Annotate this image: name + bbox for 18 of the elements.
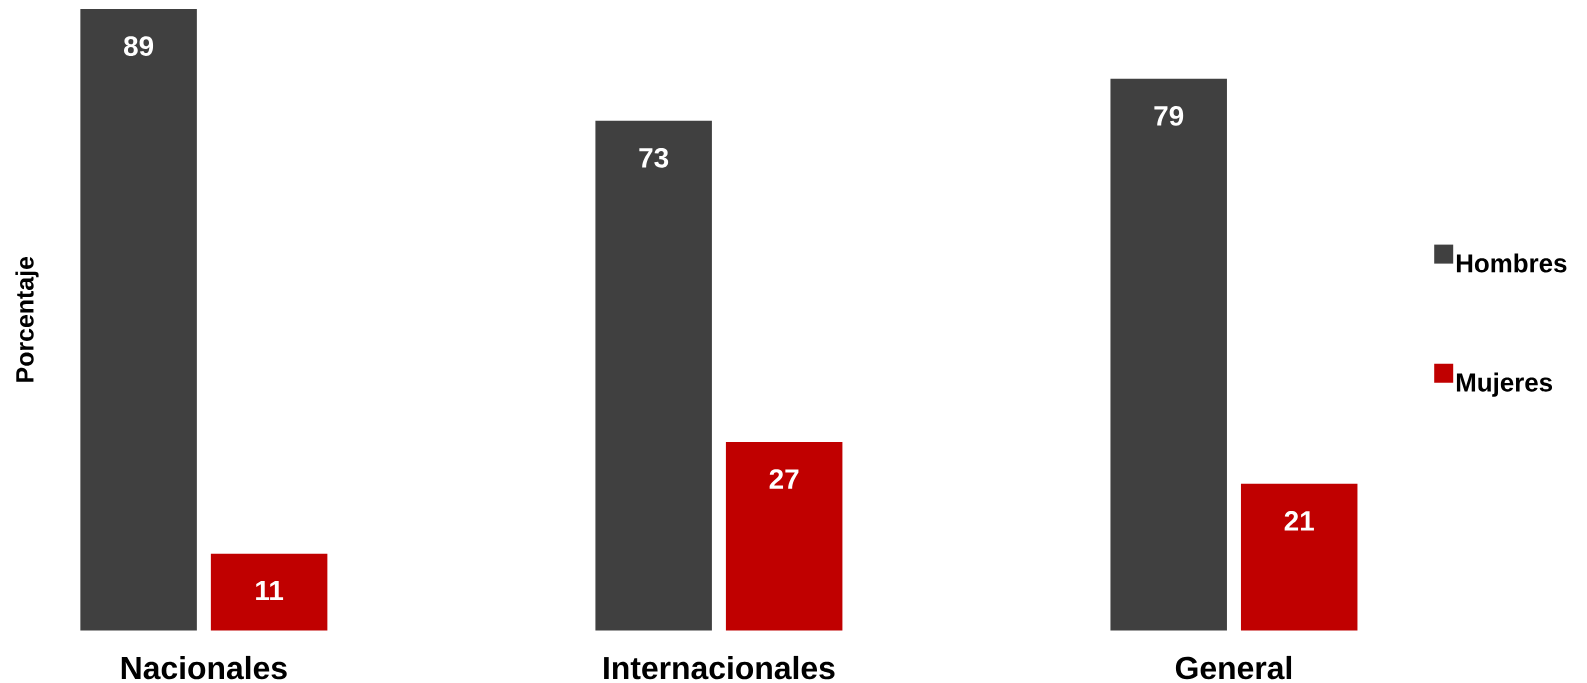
legend-label: Hombres: [1456, 253, 1567, 273]
x-tick-label: General: [1175, 655, 1292, 680]
x-tick-label: Nacionales: [121, 655, 287, 680]
bar: [210, 553, 328, 631]
data-label: 89: [123, 36, 154, 56]
data-label: 73: [639, 147, 669, 168]
y-axis-title: Porcentaje: [15, 256, 39, 382]
x-tick-label: Internacionales: [604, 655, 835, 680]
data-label: 79: [1154, 106, 1184, 126]
data-label: 21: [1284, 511, 1314, 531]
data-label: 11: [256, 580, 284, 601]
bar: [1110, 78, 1227, 631]
bar: [595, 120, 712, 631]
bar: [1240, 483, 1358, 631]
bar: [725, 441, 843, 631]
bar: [80, 9, 197, 631]
data-label: 27: [769, 469, 799, 489]
legend-label: Mujeres: [1456, 372, 1553, 397]
